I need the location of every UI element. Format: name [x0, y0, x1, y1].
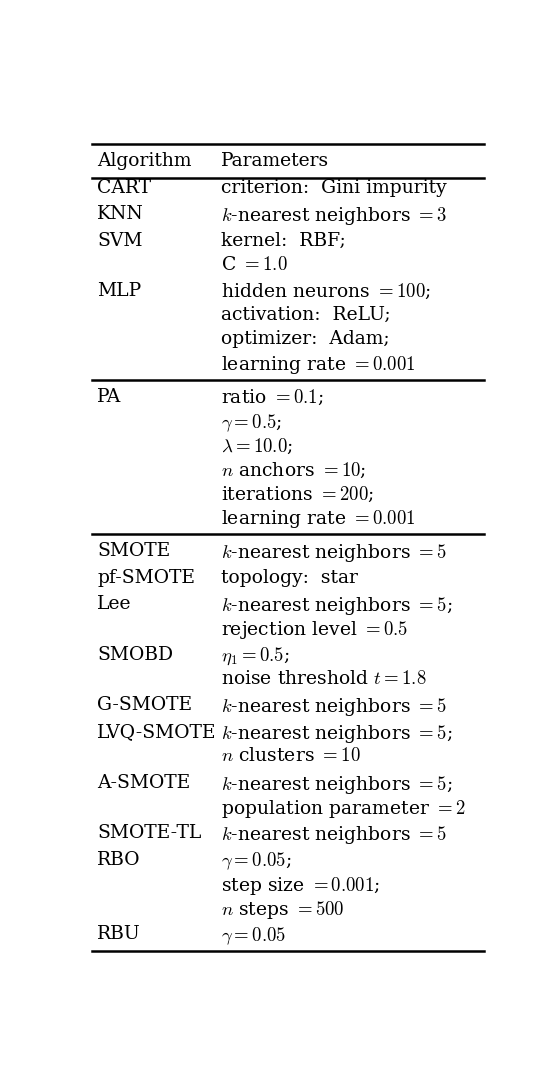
Text: PA: PA: [97, 388, 122, 406]
Text: $k$-nearest neighbors $= 5$: $k$-nearest neighbors $= 5$: [221, 542, 447, 564]
Text: noise threshold $t = 1.8$: noise threshold $t = 1.8$: [221, 670, 427, 688]
Text: A-SMOTE: A-SMOTE: [97, 774, 190, 792]
Text: RBU: RBU: [97, 925, 141, 944]
Text: SMOTE-TL: SMOTE-TL: [97, 824, 202, 843]
Text: step size $= 0.001$;: step size $= 0.001$;: [221, 875, 380, 896]
Text: $k$-nearest neighbors $= 5$;: $k$-nearest neighbors $= 5$;: [221, 595, 453, 618]
Text: $n$ anchors $= 10$;: $n$ anchors $= 10$;: [221, 461, 366, 480]
Text: learning rate $= 0.001$: learning rate $= 0.001$: [221, 509, 416, 530]
Text: topology:  star: topology: star: [221, 569, 358, 586]
Text: $k$-nearest neighbors $= 5$: $k$-nearest neighbors $= 5$: [221, 824, 447, 846]
Text: $k$-nearest neighbors $= 3$: $k$-nearest neighbors $= 3$: [221, 206, 448, 227]
Text: G-SMOTE: G-SMOTE: [97, 696, 192, 714]
Text: population parameter $= 2$: population parameter $= 2$: [221, 797, 466, 820]
Text: $\gamma = 0.5$;: $\gamma = 0.5$;: [221, 412, 282, 434]
Text: optimizer:  Adam;: optimizer: Adam;: [221, 330, 390, 349]
Text: Algorithm: Algorithm: [97, 152, 192, 170]
Text: SVM: SVM: [97, 231, 143, 250]
Text: activation:  ReLU;: activation: ReLU;: [221, 307, 390, 324]
Text: C $= 1.0$: C $= 1.0$: [221, 256, 288, 273]
Text: SMOBD: SMOBD: [97, 646, 173, 664]
Text: LVQ-SMOTE: LVQ-SMOTE: [97, 723, 217, 741]
Text: Lee: Lee: [97, 595, 132, 613]
Text: Parameters: Parameters: [221, 152, 329, 170]
Text: hidden neurons $= 100$;: hidden neurons $= 100$;: [221, 282, 431, 301]
Text: $n$ clusters $= 10$: $n$ clusters $= 10$: [221, 747, 361, 765]
Text: $n$ steps $= 500$: $n$ steps $= 500$: [221, 898, 345, 921]
Text: $k$-nearest neighbors $= 5$;: $k$-nearest neighbors $= 5$;: [221, 774, 453, 795]
Text: KNN: KNN: [97, 206, 144, 223]
Text: $k$-nearest neighbors $= 5$: $k$-nearest neighbors $= 5$: [221, 696, 447, 719]
Text: kernel:  RBF;: kernel: RBF;: [221, 231, 346, 250]
Text: learning rate $= 0.001$: learning rate $= 0.001$: [221, 354, 416, 377]
Text: rejection level $= 0.5$: rejection level $= 0.5$: [221, 620, 408, 641]
Text: SMOTE: SMOTE: [97, 542, 170, 561]
Text: CART: CART: [97, 179, 151, 197]
Text: RBO: RBO: [97, 851, 141, 868]
Text: criterion:  Gini impurity: criterion: Gini impurity: [221, 179, 447, 197]
Text: $\eta_1 = 0.5$;: $\eta_1 = 0.5$;: [221, 646, 290, 667]
Text: iterations $= 200$;: iterations $= 200$;: [221, 484, 374, 504]
Text: ratio $= 0.1$;: ratio $= 0.1$;: [221, 388, 323, 408]
Text: $\lambda = 10.0$;: $\lambda = 10.0$;: [221, 436, 293, 455]
Text: $\gamma = 0.05$;: $\gamma = 0.05$;: [221, 851, 292, 873]
Text: $\gamma = 0.05$: $\gamma = 0.05$: [221, 925, 286, 947]
Text: $k$-nearest neighbors $= 5$;: $k$-nearest neighbors $= 5$;: [221, 723, 453, 745]
Text: MLP: MLP: [97, 282, 141, 300]
Text: pf-SMOTE: pf-SMOTE: [97, 569, 195, 586]
